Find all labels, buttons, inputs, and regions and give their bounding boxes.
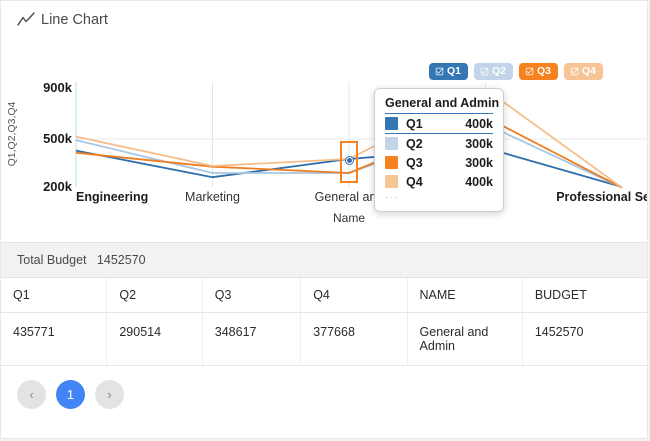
svg-text:Engineering: Engineering	[76, 190, 148, 204]
svg-text:200k: 200k	[43, 179, 73, 194]
svg-text:900k: 900k	[43, 80, 73, 95]
svg-text:Marketing: Marketing	[185, 190, 240, 204]
svg-text:Name: Name	[333, 211, 365, 225]
svg-text:500k: 500k	[43, 131, 73, 146]
svg-text:Professional Se: Professional Se	[556, 190, 648, 204]
